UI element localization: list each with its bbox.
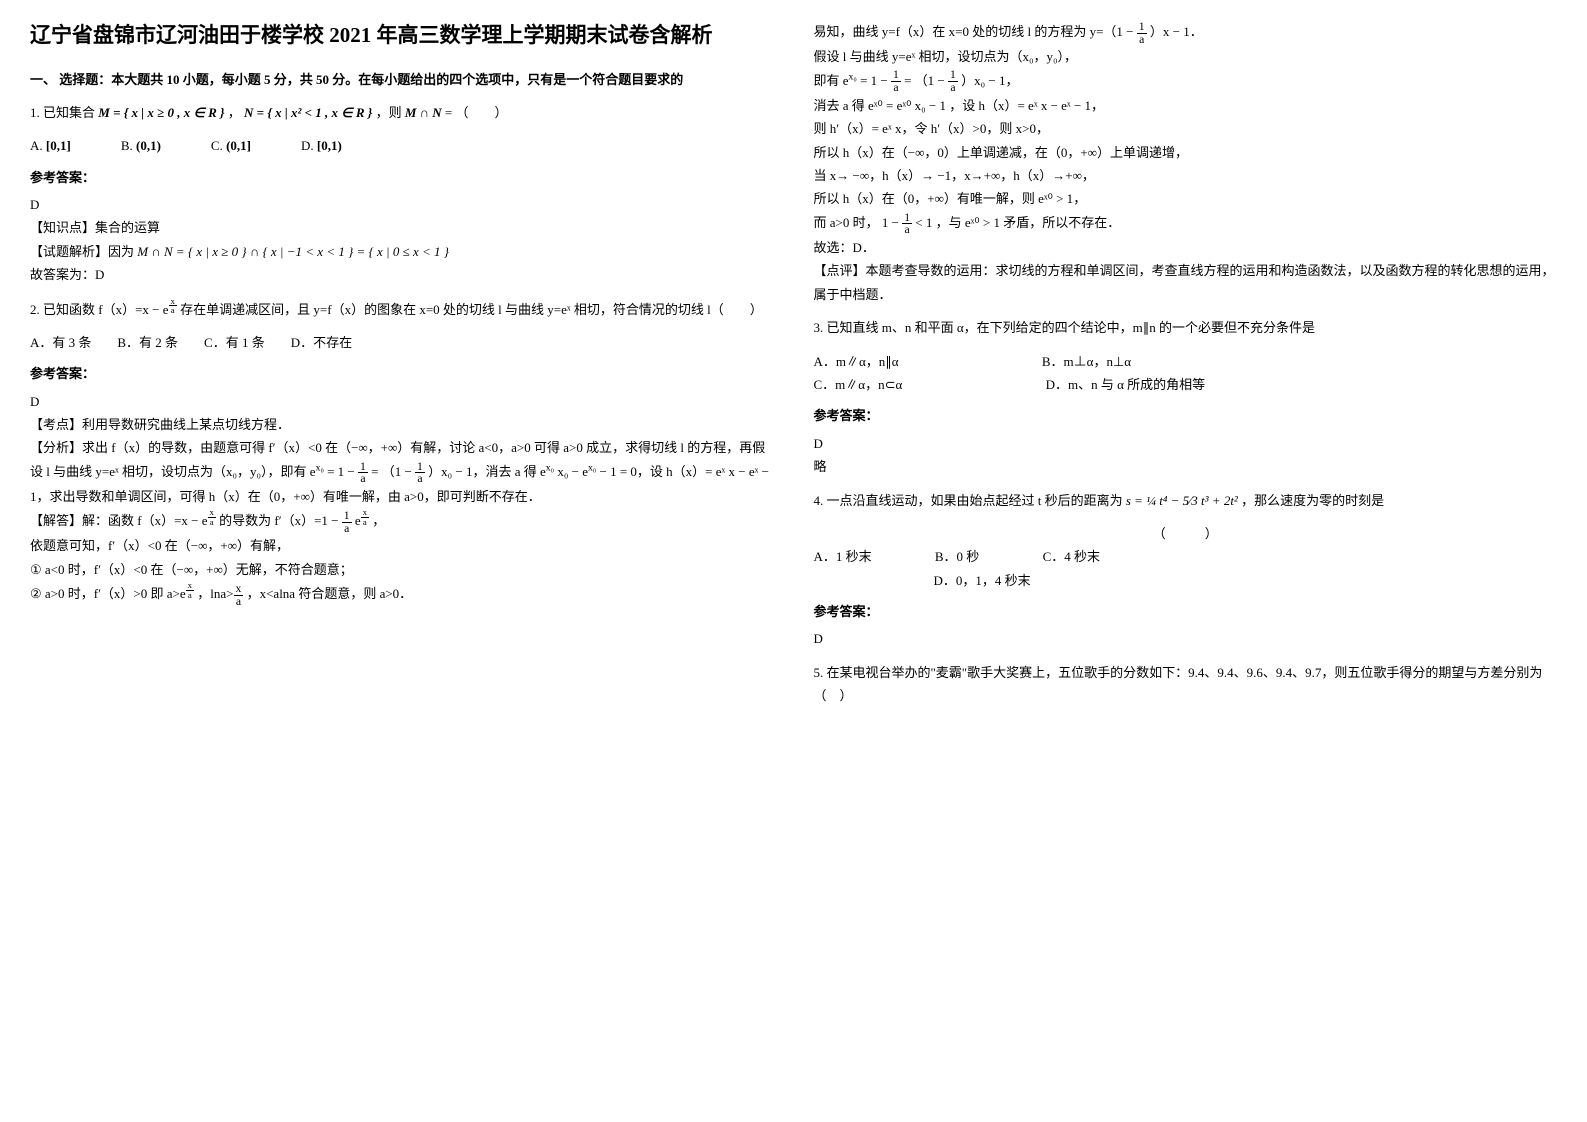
q1-conclusion: 故答案为：D: [30, 263, 774, 286]
q4-opt-b: B．0 秒: [935, 545, 979, 568]
r11: 【点评】本题考查导数的运用：求切线的方程和单调区间，考查直线方程的运用和构造函数…: [814, 259, 1558, 306]
r7: 当 x→ −∞，h（x）→ −1，x→+∞，h（x）→+∞，: [814, 164, 1558, 187]
q1-answer-label: 参考答案：: [30, 166, 774, 189]
r9: 而 a>0 时， 1 − 1a < 1 ，与 eˣ⁰ > 1 矛盾，所以不存在．: [814, 211, 1558, 236]
q4-answer-label: 参考答案：: [814, 600, 1558, 623]
page-root: 辽宁省盘锦市辽河油田于楼学校 2021 年高三数学理上学期期末试卷含解析 一、 …: [30, 20, 1557, 718]
q1-opt-b: B. (0,1): [121, 134, 161, 157]
left-column: 辽宁省盘锦市辽河油田于楼学校 2021 年高三数学理上学期期末试卷含解析 一、 …: [30, 20, 774, 718]
q3-opt-c: C．m∥α，n⊂α: [814, 373, 903, 396]
q1-expr: M ∩ N: [405, 105, 442, 120]
q2-answer-label: 参考答案：: [30, 362, 774, 385]
r6: 所以 h（x）在（−∞，0）上单调递减，在（0，+∞）上单调递增，: [814, 141, 1558, 164]
r5: 则 h′（x）= eˣ x，令 h′（x）>0，则 x>0，: [814, 117, 1558, 140]
q2-p4: 依题意可知，f′（x）<0 在（−∞，+∞）有解，: [30, 534, 774, 557]
q1-tail: ，则: [376, 105, 402, 120]
question-2: 2. 已知函数 f（x）=x − exa 存在单调递减区间，且 y=f（x）的图…: [30, 297, 774, 321]
section-1-heading: 一、 选择题：本大题共 10 小题，每小题 5 分，共 50 分。在每小题给出的…: [30, 68, 774, 91]
q4-opts-row1: A．1 秒末 B．0 秒 C．4 秒末: [814, 545, 1558, 568]
q2-options: A．有 3 条 B．有 2 条 C．有 1 条 D．不存在: [30, 331, 774, 354]
q3-answer: D: [814, 432, 1558, 455]
question-5: 5. 在某电视台举办的"麦霸"歌手大奖赛上，五位歌手的分数如下：9.4、9.4、…: [814, 661, 1558, 708]
q3-note: 略: [814, 455, 1558, 478]
q2-stem-b: 存在单调递减区间，且 y=f（x）的图象在 x=0 处的切线 l 与曲线 y=e…: [180, 301, 763, 316]
q3-opt-a: A．m∥α，n∥α: [814, 350, 899, 373]
q1-opt-a: A. [0,1]: [30, 134, 71, 157]
q1-answer: D: [30, 193, 774, 216]
q3-opt-d: D．m、n 与 α 所成的角相等: [1046, 373, 1206, 396]
q3-opt-b: B．m⊥α，n⊥α: [1042, 350, 1131, 373]
q2-analysis: 【分析】求出 f（x）的导数，由题意可得 f′（x）<0 在（−∞，+∞）有解，…: [30, 436, 774, 508]
r4: 消去 a 得 eˣ⁰ = eˣ⁰ x₀ − 1 ，设 h（x）= eˣ x − …: [814, 94, 1558, 117]
q1-knowledge: 【知识点】集合的运算: [30, 216, 774, 239]
question-3: 3. 已知直线 m、n 和平面 α，在下列给定的四个结论中，m∥n 的一个必要但…: [814, 316, 1558, 339]
q3-answer-label: 参考答案：: [814, 404, 1558, 427]
q2-solve: 【解答】解：函数 f（x）=x − exa 的导数为 f′（x）=1 − 1a …: [30, 508, 774, 534]
q1-stem-a: 1. 已知集合: [30, 105, 95, 120]
question-4: 4. 一点沿直线运动，如果由始点起经过 t 秒后的距离为 s = ¼ t⁴ − …: [814, 489, 1558, 512]
q1-explain: 【试题解析】因为 M ∩ N = { x | x ≥ 0 } ∩ { x | −…: [30, 240, 774, 263]
q4-formula: s = ¼ t⁴ − 5⁄3 t³ + 2t²: [1126, 493, 1238, 508]
q4-blank: （ ）: [814, 522, 1558, 545]
q4-opt-a: A．1 秒末: [814, 545, 872, 568]
r3: 即有 ex₀ = 1 − 1a = （1 − 1a ）x₀ − 1，: [814, 69, 1558, 94]
q1-options: A. [0,1] B. (0,1) C. (0,1] D. [0,1): [30, 134, 774, 157]
q4-answer: D: [814, 627, 1558, 650]
q4-opt-d: D．0，1，4 秒末: [934, 569, 1558, 592]
r2: 假设 l 与曲线 y=eˣ 相切，设切点为（x₀，y₀），: [814, 45, 1558, 68]
r1: 易知，曲线 y=f（x）在 x=0 处的切线 l 的方程为 y=（1 − 1a …: [814, 20, 1558, 45]
q3-opts-row1: A．m∥α，n∥α B．m⊥α，n⊥α: [814, 350, 1558, 373]
q3-opts-row2: C．m∥α，n⊂α D．m、n 与 α 所成的角相等: [814, 373, 1558, 396]
q1-set-n: N = { x | x² < 1 , x ∈ R }: [244, 105, 372, 120]
q1-opt-d: D. [0,1): [301, 134, 342, 157]
right-column: 易知，曲线 y=f（x）在 x=0 处的切线 l 的方程为 y=（1 − 1a …: [814, 20, 1558, 718]
q1-comma1: ，: [228, 105, 241, 120]
q2-answer: D: [30, 390, 774, 413]
q2-stem-a: 2. 已知函数 f（x）=x −: [30, 301, 163, 316]
q2-p5: ① a<0 时，f′（x）<0 在（−∞，+∞）无解，不符合题意；: [30, 558, 774, 581]
q1-opt-c: C. (0,1]: [211, 134, 251, 157]
r8: 所以 h（x）在（0，+∞）有唯一解，则 eˣ⁰ > 1，: [814, 187, 1558, 210]
q4-opt-c: C．4 秒末: [1043, 545, 1100, 568]
doc-title: 辽宁省盘锦市辽河油田于楼学校 2021 年高三数学理上学期期末试卷含解析: [30, 20, 774, 52]
q2-p6: ② a>0 时，f′（x）>0 即 a>exa ，lna>xa ，x<alna …: [30, 581, 774, 607]
question-1: 1. 已知集合 M = { x | x ≥ 0 , x ∈ R } ， N = …: [30, 101, 774, 124]
q1-set-m: M = { x | x ≥ 0 , x ∈ R }: [98, 105, 224, 120]
q2-point: 【考点】利用导数研究曲线上某点切线方程．: [30, 413, 774, 436]
q1-eq: = （ ）: [445, 105, 508, 120]
r10: 故选：D．: [814, 236, 1558, 259]
